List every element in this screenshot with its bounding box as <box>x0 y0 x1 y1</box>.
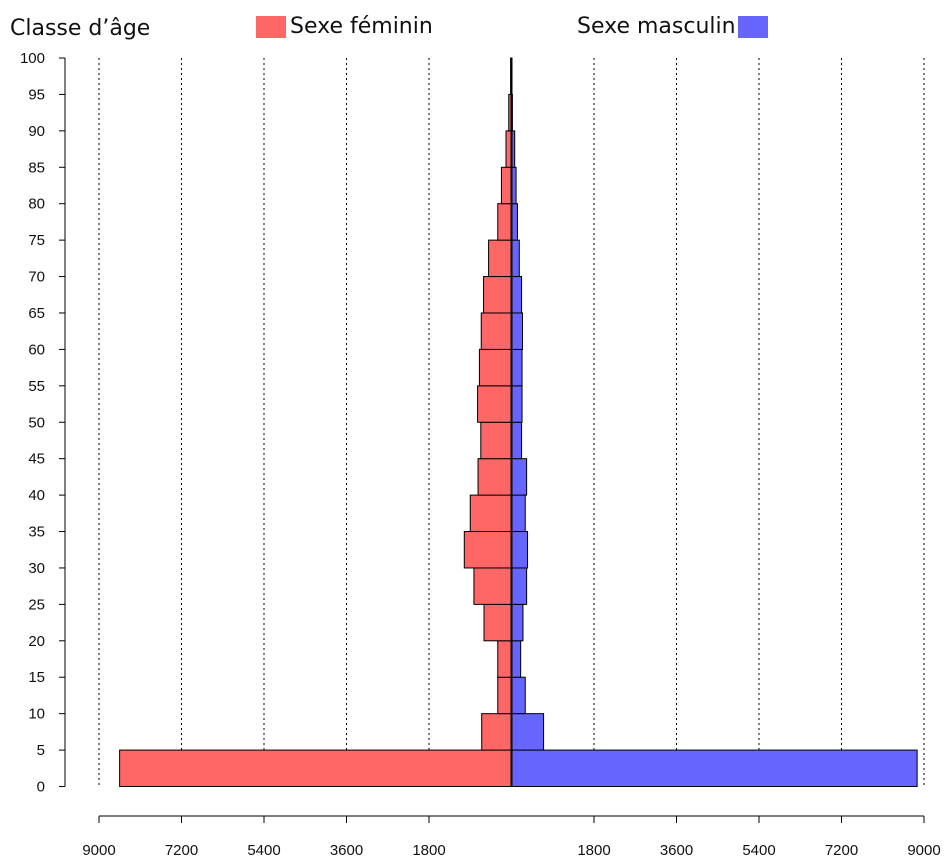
bar-male <box>511 312 523 350</box>
bar-male <box>511 603 524 642</box>
x-tick-label: 9000 <box>82 842 115 857</box>
bar-male <box>511 567 528 605</box>
bar-male <box>511 676 526 715</box>
legend-male-label: Sexe masculin <box>577 14 736 39</box>
bar-male <box>511 276 523 314</box>
legend-female: Sexe féminin <box>256 14 433 39</box>
bar-female <box>483 276 512 314</box>
y-tick-label: 15 <box>28 669 45 686</box>
x-tick-label: 5400 <box>742 842 775 857</box>
x-tick-label: 3600 <box>660 842 693 857</box>
bar-female <box>119 749 512 788</box>
legend-male: Sexe masculin <box>577 14 768 39</box>
y-tick-label: 65 <box>28 305 45 322</box>
bar-female <box>478 348 512 387</box>
legend-female-label: Sexe féminin <box>290 14 433 39</box>
x-tick-label: 1800 <box>412 842 445 857</box>
bar-female <box>481 713 513 751</box>
y-tick-label: 55 <box>28 378 45 395</box>
bar-male <box>511 531 529 569</box>
bar-male <box>511 348 523 387</box>
y-tick-label: 60 <box>28 341 45 358</box>
y-tick-label: 95 <box>28 86 45 103</box>
bar-female <box>473 567 512 605</box>
bar-male <box>511 421 523 460</box>
grid-lines <box>98 58 925 787</box>
bar-female <box>483 603 512 642</box>
y-tick-label: 45 <box>28 451 45 468</box>
y-tick-label: 0 <box>37 779 45 796</box>
legend-male-swatch <box>737 15 768 38</box>
y-tick-label: 50 <box>28 414 45 431</box>
y-tick-label: 70 <box>28 269 45 286</box>
bar-male <box>511 749 918 788</box>
y-axis: 0 5 10 15 20 25 30 35 40 45 50 55 60 65 70 75 80 85 90 95 10… <box>20 50 66 796</box>
y-tick-label: 30 <box>28 560 45 577</box>
bar-female <box>488 239 513 278</box>
y-tick-label: 10 <box>28 706 45 723</box>
bar-female <box>480 421 512 460</box>
bar-female <box>463 531 512 569</box>
x-tick-label: 3600 <box>330 842 363 857</box>
bar-female <box>477 458 512 496</box>
x-tick-label: 1800 <box>577 842 610 857</box>
bar-female <box>477 385 513 423</box>
x-tick-label: 9000 <box>907 842 940 857</box>
bar-male <box>511 640 522 678</box>
bar-male <box>511 494 526 533</box>
y-tick-label: 5 <box>37 742 45 759</box>
x-tick-label: 7200 <box>165 842 198 857</box>
bar-female <box>500 166 512 205</box>
x-axis: 9000 7200 5400 3600 1800 1800 3600 5400 7200 9000 <box>82 815 941 857</box>
bar-male <box>511 458 528 496</box>
y-tick-label: 20 <box>28 633 45 650</box>
bar-male <box>511 239 520 278</box>
bars <box>119 57 918 788</box>
bar-female <box>497 676 512 715</box>
y-tick-label: 25 <box>28 596 45 613</box>
bar-female <box>497 203 512 241</box>
bar-female <box>469 494 512 533</box>
y-tick-label: 40 <box>28 487 45 504</box>
y-tick-label: 75 <box>28 232 45 249</box>
y-tick-label: 100 <box>20 50 45 67</box>
y-tick-label: 90 <box>28 123 45 140</box>
y-tick-label: 35 <box>28 524 45 541</box>
x-tick-label: 7200 <box>825 842 858 857</box>
y-tick-label: 85 <box>28 159 45 176</box>
x-tick-label: 5400 <box>247 842 280 857</box>
bar-male <box>511 713 545 751</box>
bar-male <box>511 385 523 423</box>
y-tick-label: 80 <box>28 196 45 213</box>
bar-female <box>480 312 512 350</box>
legend-female-swatch <box>256 15 286 38</box>
bar-female <box>497 640 512 678</box>
y-axis-title: Classe d’âge <box>10 16 151 41</box>
